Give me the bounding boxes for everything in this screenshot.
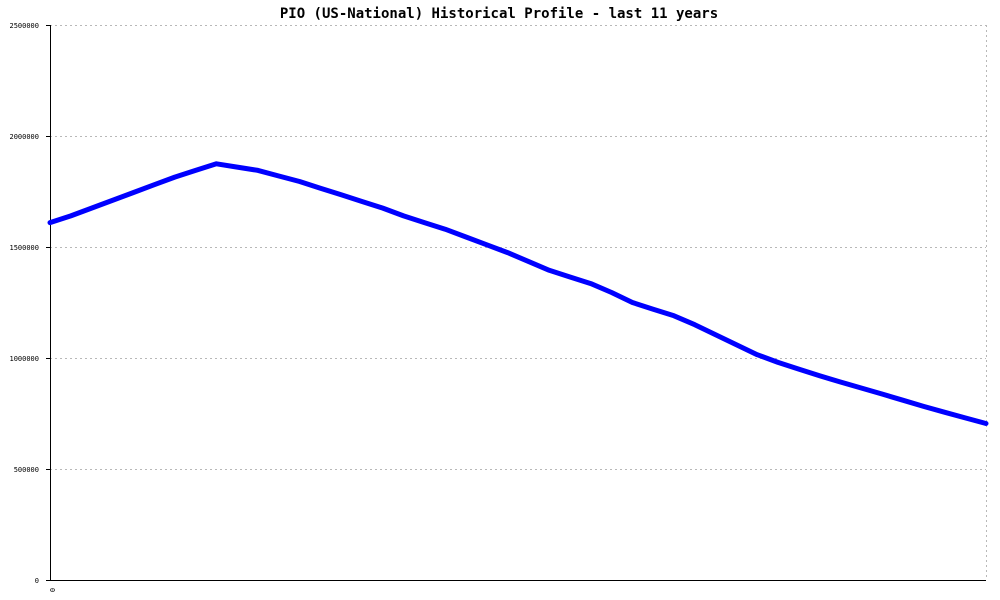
y-tick-label: 0: [35, 577, 39, 585]
x-axis-ticks: 0: [48, 588, 56, 592]
y-axis-ticks: 0 500000 1000000 1500000 2000000 2500000: [9, 22, 50, 585]
y-tick-label: 1000000: [9, 355, 39, 363]
y-tick-label: 1500000: [9, 244, 39, 252]
y-tick-label: 2500000: [9, 22, 39, 30]
x-tick-label: 0: [48, 588, 56, 592]
y-tick-label: 500000: [14, 466, 39, 474]
grid-lines: [50, 25, 987, 580]
y-tick-label: 2000000: [9, 133, 39, 141]
chart-title: PIO (US-National) Historical Profile - l…: [280, 6, 718, 22]
axes: [50, 25, 986, 581]
series: [47, 161, 989, 426]
series-line: [47, 161, 989, 426]
